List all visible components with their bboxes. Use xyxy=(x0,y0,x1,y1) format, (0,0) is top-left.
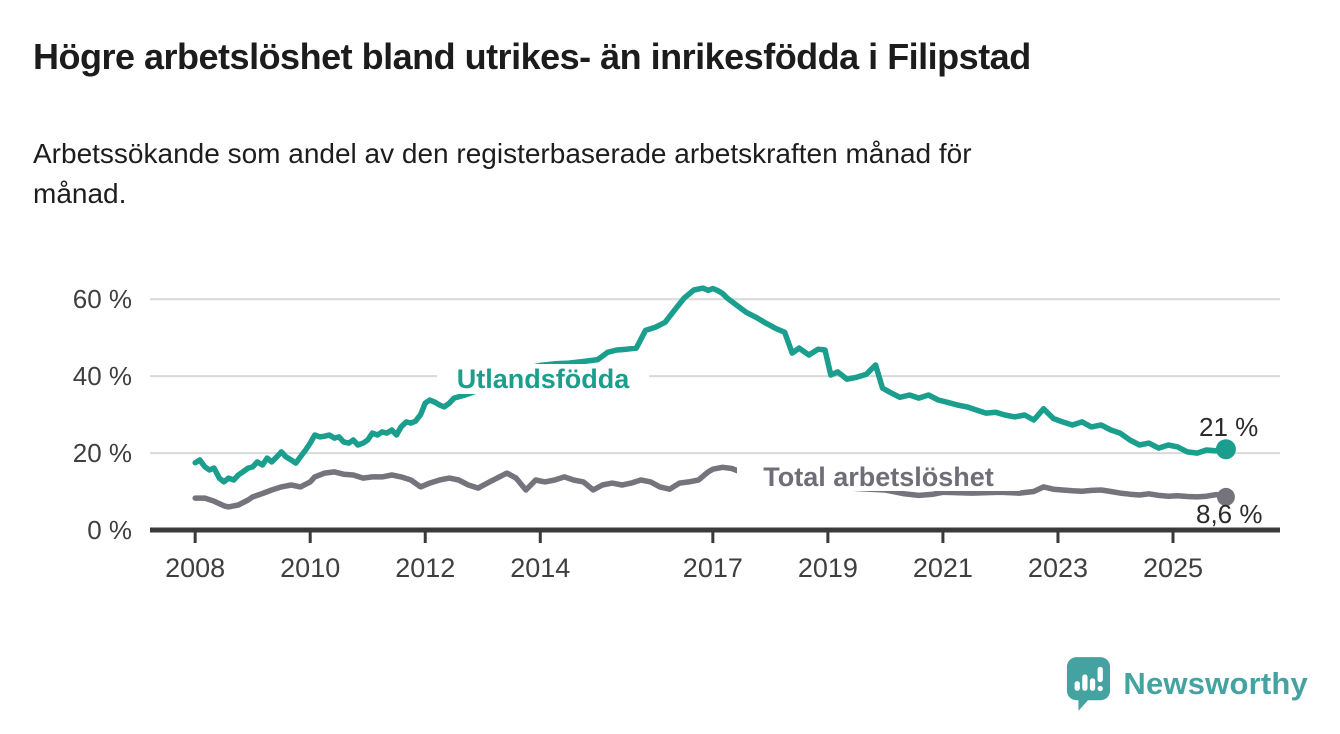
x-tick-label: 2012 xyxy=(395,553,455,583)
x-tick-label: 2025 xyxy=(1143,553,1203,583)
subtitle-line-2: månad. xyxy=(33,178,127,209)
x-tick-label: 2023 xyxy=(1028,553,1088,583)
chart-subtitle: Arbetssökande som andel av den registerb… xyxy=(33,134,972,214)
x-tick-label: 2010 xyxy=(280,553,340,583)
end-value-label-total: 8,6 % xyxy=(1196,499,1263,529)
y-tick-label: 20 % xyxy=(73,438,132,468)
x-tick-label: 2014 xyxy=(510,553,570,583)
series-end-dot-1 xyxy=(1216,487,1235,506)
x-tick-label: 2021 xyxy=(913,553,973,583)
x-tick-label: 2017 xyxy=(683,553,743,583)
end-value-label-utlandsfodda: 21 % xyxy=(1199,412,1259,442)
y-tick-label: 60 % xyxy=(73,284,132,314)
series-end-dot-0 xyxy=(1215,439,1236,460)
series-line-1 xyxy=(192,464,1229,510)
x-tick-label: 2019 xyxy=(798,553,858,583)
chart-title: Högre arbetslöshet bland utrikes- än inr… xyxy=(33,36,1031,77)
x-tick-label: 2008 xyxy=(165,553,225,583)
newsworthy-branding: Newsworthy xyxy=(1065,656,1308,712)
series-line-0 xyxy=(192,285,1229,485)
newsworthy-logo-icon xyxy=(1067,657,1111,711)
series-label-utlandsfodda: Utlandsfödda xyxy=(437,364,649,394)
newsworthy-wordmark: Newsworthy xyxy=(1123,666,1308,701)
y-tick-label: 40 % xyxy=(73,361,132,391)
series-label-total-arbetsloshet: Total arbetslöshet xyxy=(737,462,1020,492)
subtitle-line-1: Arbetssökande som andel av den registerb… xyxy=(33,138,972,169)
y-tick-label: 0 % xyxy=(87,515,132,545)
